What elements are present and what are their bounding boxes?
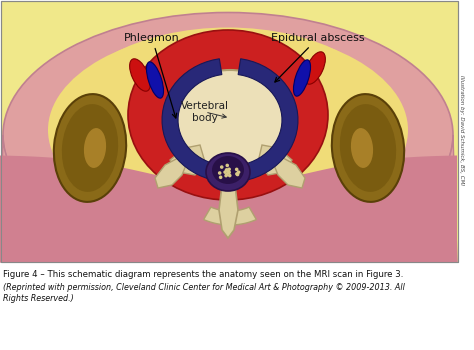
Ellipse shape — [146, 62, 164, 98]
Circle shape — [225, 168, 228, 172]
Ellipse shape — [128, 30, 328, 200]
Circle shape — [220, 165, 224, 169]
Ellipse shape — [48, 30, 408, 230]
Polygon shape — [170, 145, 205, 175]
Circle shape — [225, 173, 229, 176]
Ellipse shape — [293, 60, 310, 96]
Ellipse shape — [212, 156, 244, 184]
Polygon shape — [0, 181, 457, 262]
Circle shape — [235, 172, 239, 176]
Ellipse shape — [171, 70, 289, 170]
Polygon shape — [162, 59, 222, 181]
Text: (Reprinted with permission, Cleveland Clinic Center for Medical Art & Photograph: (Reprinted with permission, Cleveland Cl… — [3, 283, 405, 292]
Polygon shape — [155, 158, 186, 188]
Polygon shape — [0, 135, 457, 262]
Ellipse shape — [130, 59, 150, 91]
Ellipse shape — [351, 128, 373, 168]
Polygon shape — [238, 59, 298, 181]
Ellipse shape — [305, 52, 325, 84]
Text: Rights Reserved.): Rights Reserved.) — [3, 294, 74, 303]
FancyBboxPatch shape — [1, 1, 458, 262]
Circle shape — [227, 171, 231, 174]
Text: Illustration by: David Schumick, BS, CMI: Illustration by: David Schumick, BS, CMI — [459, 75, 465, 185]
Ellipse shape — [54, 94, 126, 202]
Circle shape — [223, 170, 227, 174]
Circle shape — [219, 175, 222, 179]
Ellipse shape — [3, 13, 453, 258]
Circle shape — [226, 169, 229, 173]
Ellipse shape — [332, 94, 404, 202]
Circle shape — [225, 168, 228, 172]
Polygon shape — [0, 155, 457, 262]
Polygon shape — [258, 145, 292, 175]
Ellipse shape — [62, 104, 118, 192]
Polygon shape — [274, 158, 305, 188]
Text: Vertebral
body: Vertebral body — [181, 101, 229, 123]
Ellipse shape — [340, 104, 396, 192]
Ellipse shape — [63, 28, 393, 212]
Circle shape — [224, 174, 228, 177]
Circle shape — [235, 168, 238, 171]
Ellipse shape — [206, 153, 250, 191]
Circle shape — [228, 168, 231, 171]
Circle shape — [218, 171, 221, 175]
Polygon shape — [204, 207, 256, 225]
Polygon shape — [219, 183, 238, 238]
Text: Phlegmon: Phlegmon — [124, 33, 180, 118]
Circle shape — [228, 174, 232, 177]
Circle shape — [236, 173, 239, 176]
Circle shape — [227, 170, 231, 174]
Circle shape — [237, 170, 240, 174]
Circle shape — [226, 164, 229, 167]
Text: Epidural abscess: Epidural abscess — [271, 33, 365, 82]
Ellipse shape — [84, 128, 106, 168]
Text: Figure 4 – This schematic diagram represents the anatomy seen on the MRI scan in: Figure 4 – This schematic diagram repres… — [3, 270, 403, 279]
